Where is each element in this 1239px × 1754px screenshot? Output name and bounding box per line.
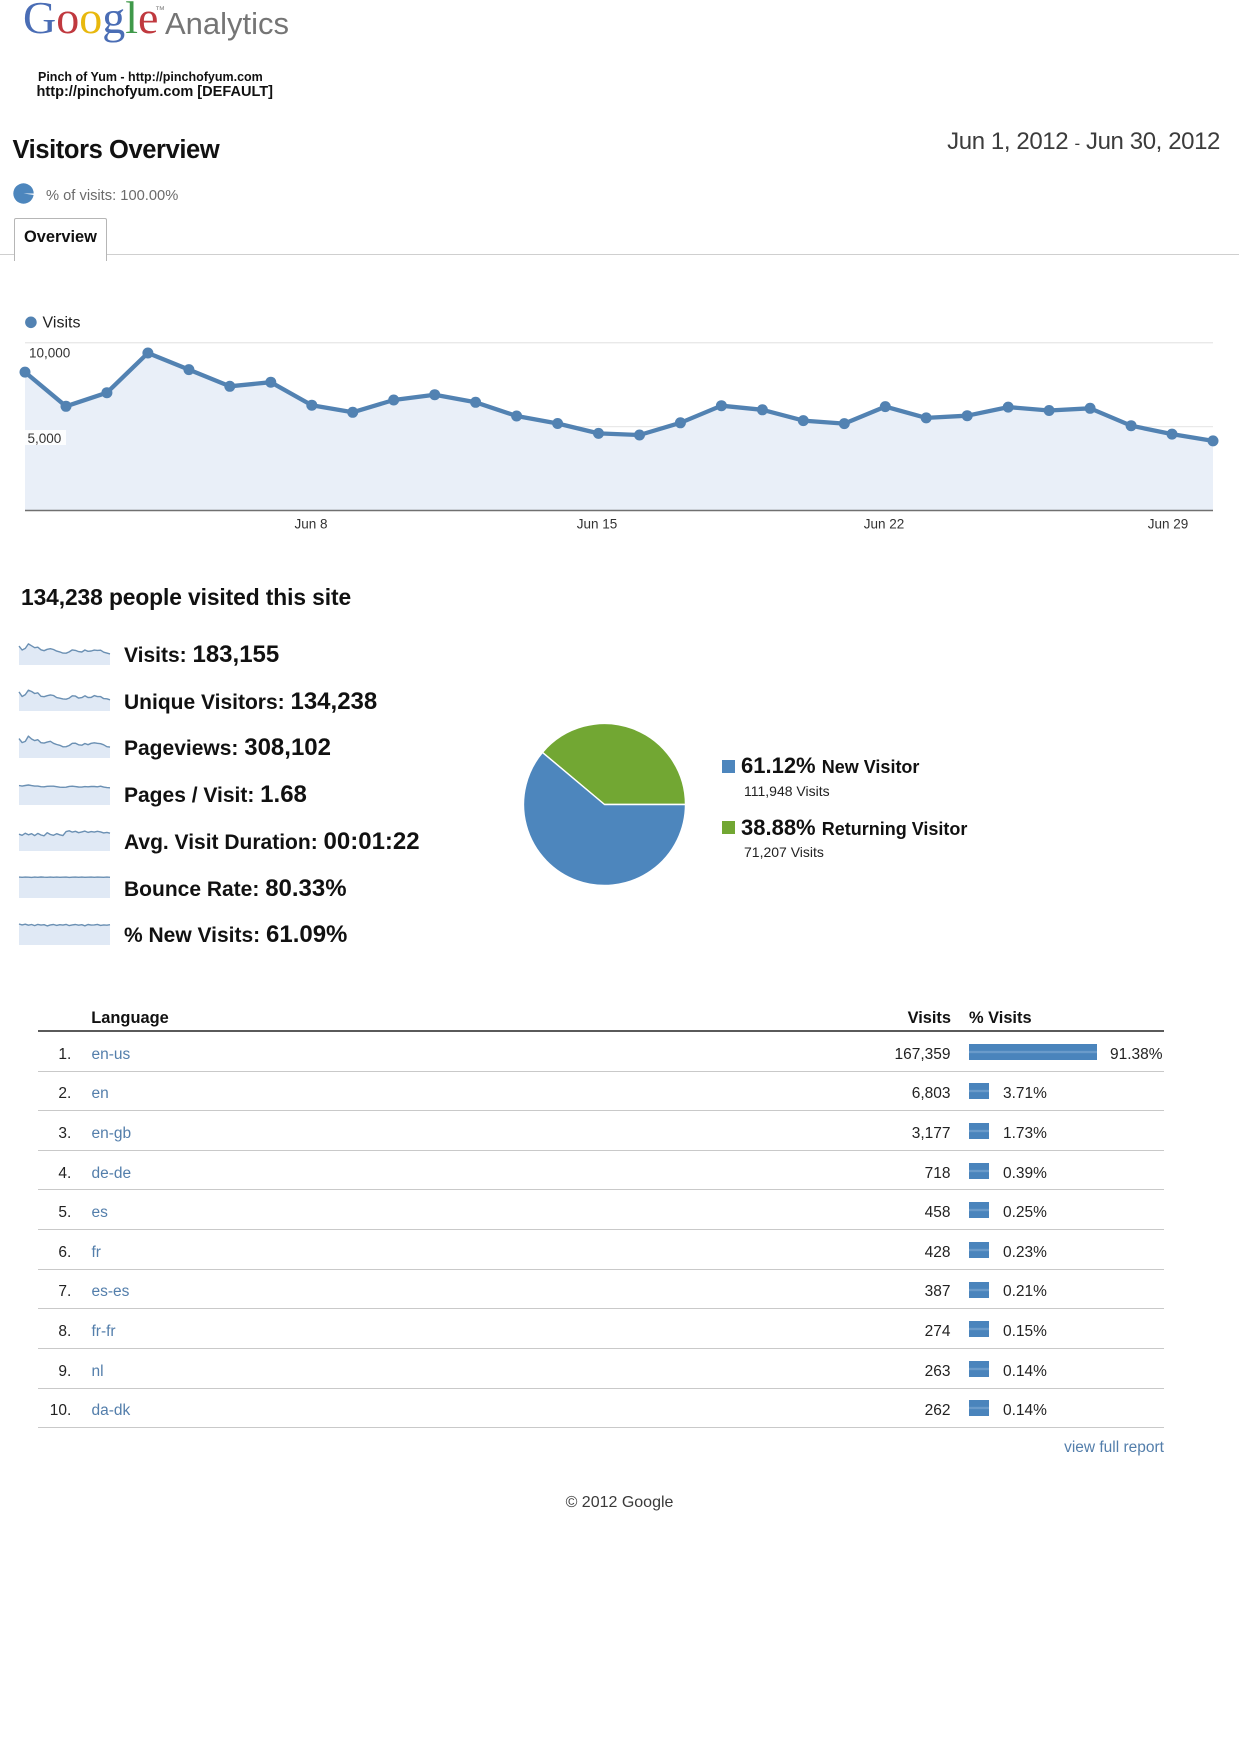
svg-text:10,000: 10,000 bbox=[29, 346, 70, 361]
svg-text:Jun 8: Jun 8 bbox=[294, 517, 327, 532]
svg-text:Jun 15: Jun 15 bbox=[577, 517, 618, 532]
svg-text:Jun 29: Jun 29 bbox=[1148, 517, 1189, 532]
svg-text:Visits: Visits bbox=[43, 315, 81, 332]
svg-text:Jun 22: Jun 22 bbox=[864, 517, 905, 532]
svg-text:5,000: 5,000 bbox=[28, 431, 62, 446]
